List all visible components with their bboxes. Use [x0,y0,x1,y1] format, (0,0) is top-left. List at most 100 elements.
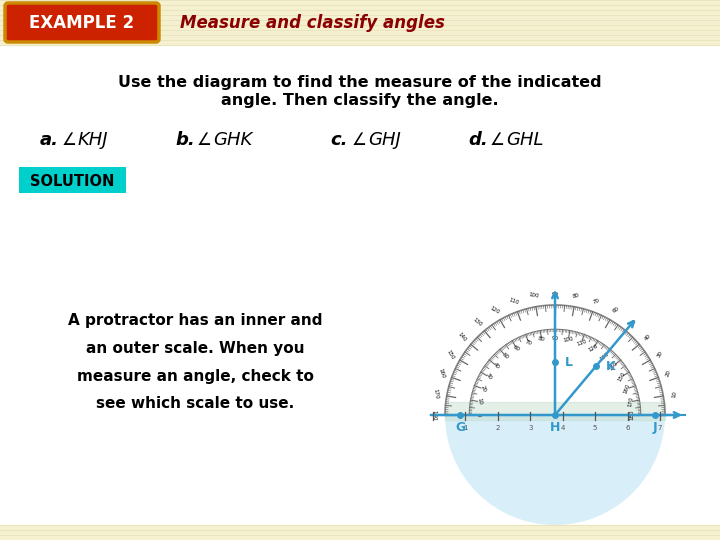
Bar [0,130,720,135]
Text: GHL: GHL [506,131,544,149]
Text: SOLUTION: SOLUTION [30,173,114,188]
Text: 130: 130 [599,351,610,361]
Text: 7: 7 [658,425,662,431]
Bar [0,490,720,500]
Text: a.: a. [40,131,59,149]
Bar [0,300,720,310]
Bar [0,440,720,445]
Bar [0,240,720,250]
Bar [0,370,720,380]
Text: GHJ: GHJ [368,131,401,149]
Bar [0,400,720,410]
Text: an outer scale. When you: an outer scale. When you [86,341,305,355]
Bar [0,170,720,175]
Bar [0,420,720,425]
Bar [0,470,720,480]
Bar [0,180,720,185]
Bar [0,450,720,460]
Bar [0,240,720,245]
Bar [0,220,720,230]
Bar [0,530,720,535]
Bar [0,310,720,320]
Bar [0,130,720,140]
Bar [0,230,720,235]
Bar [0,450,720,455]
Bar [0,90,720,95]
Bar [0,100,720,105]
Text: 90: 90 [552,336,559,341]
Bar [0,510,720,520]
Text: 70: 70 [593,298,600,305]
Bar [0,340,720,345]
Bar [0,340,720,345]
Bar [0,10,720,15]
Text: 170: 170 [627,396,634,407]
Bar [0,410,720,415]
Bar [0,150,720,155]
Bar [0,460,720,465]
Bar [0,280,720,290]
Bar [0,380,720,385]
Bar [0,20,720,25]
Bar [0,140,720,145]
Bar [0,390,720,400]
Bar [0,530,720,540]
Bar [0,70,720,75]
Text: 2: 2 [495,425,500,431]
Text: 60: 60 [513,345,521,353]
Text: ∠: ∠ [62,131,77,149]
Bar [0,130,720,135]
Bar [0,0,720,10]
Text: 10: 10 [477,398,482,406]
Text: 160: 160 [623,383,631,395]
Bar [0,20,720,25]
Text: 20: 20 [665,369,672,378]
Bar [445,402,665,420]
Text: 140: 140 [608,360,619,372]
FancyBboxPatch shape [5,3,159,42]
Bar [0,270,720,275]
Bar [0,40,720,45]
Text: 30: 30 [485,372,492,381]
Bar [0,250,720,260]
Bar [0,330,720,335]
Text: L: L [565,356,573,369]
Bar [0,10,720,20]
Bar [0,290,720,300]
Bar [0,30,720,35]
Bar [0,370,720,375]
Text: 40: 40 [492,361,500,370]
Bar [0,110,720,115]
Bar [0,290,720,295]
Bar [0,520,720,525]
Bar [0,100,720,105]
Text: 120: 120 [588,343,599,353]
Bar [0,140,720,145]
Bar [0,490,720,495]
Bar [0,220,720,225]
Bar [0,40,720,45]
Text: KHJ: KHJ [78,131,109,149]
Bar [0,110,720,115]
Text: EXAMPLE 2: EXAMPLE 2 [30,14,135,32]
Bar [0,320,720,330]
Bar [0,525,720,540]
Bar [0,230,720,235]
Bar [0,480,720,485]
Text: 170: 170 [433,388,439,400]
Bar [0,210,720,215]
Text: angle. Then classify the angle.: angle. Then classify the angle. [221,92,499,107]
Bar [0,410,720,420]
Bar [0,40,720,50]
Text: 90: 90 [552,292,559,296]
Bar [0,150,720,160]
Text: A protractor has an inner and: A protractor has an inner and [68,313,323,327]
Bar [0,20,720,30]
Text: d.: d. [468,131,487,149]
Bar [0,490,720,495]
Text: 160: 160 [437,368,446,380]
Bar [0,530,720,535]
Text: 0: 0 [476,413,481,417]
Bar [0,480,720,490]
Bar [0,520,720,525]
